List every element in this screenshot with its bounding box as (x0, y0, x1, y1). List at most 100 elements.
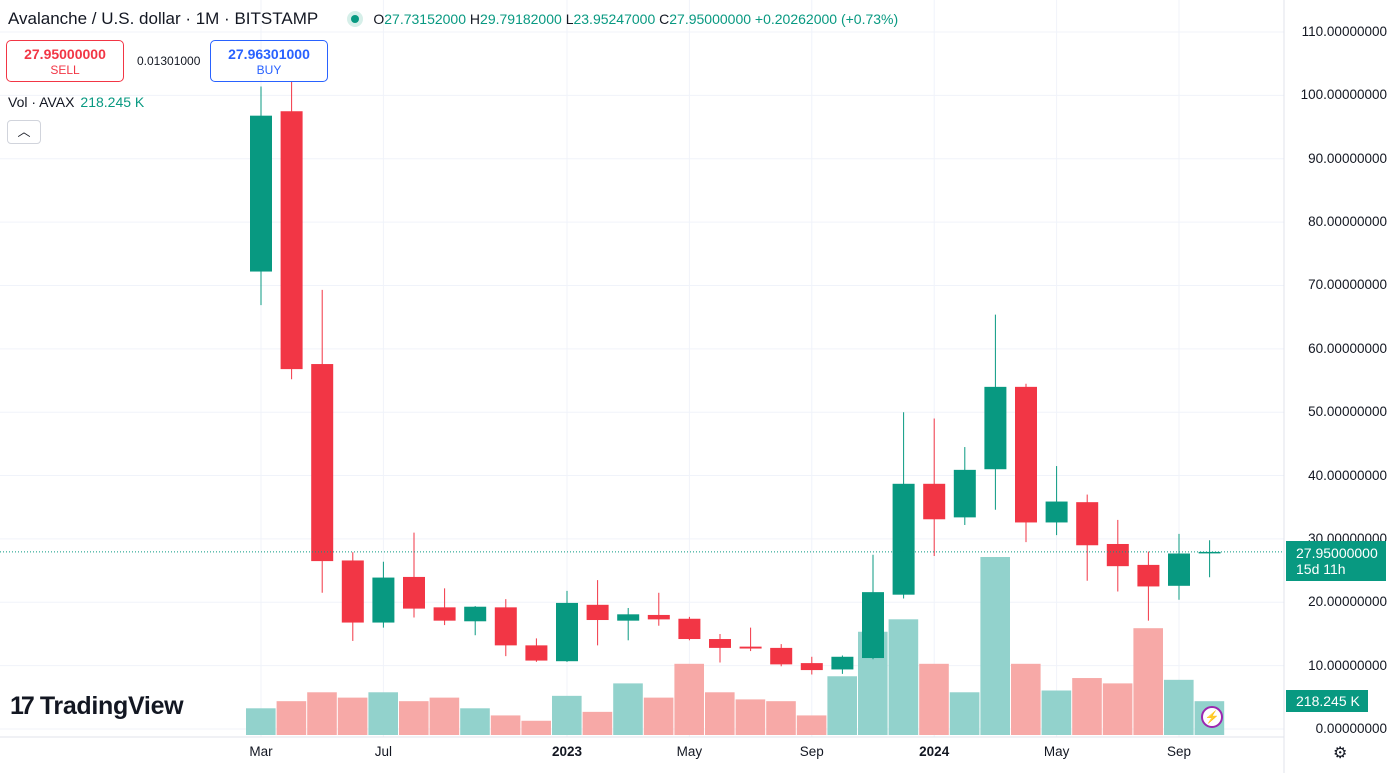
price-tick-label: 90.00000000 (1308, 150, 1387, 166)
candle-body (647, 614, 670, 620)
collapse-legend-button[interactable]: ︿ (7, 120, 41, 144)
chart-header: Avalanche / U.S. dollar · 1M · BITSTAMP … (8, 9, 898, 29)
candle (1198, 540, 1221, 578)
chevron-up-icon: ︿ (17, 124, 31, 139)
candle (739, 627, 762, 652)
logo-text: TradingView (39, 692, 184, 720)
sell-label: SELL (50, 63, 80, 77)
high-value: 29.79182000 (480, 11, 562, 27)
candle-body (494, 607, 517, 646)
volume-bar (1102, 683, 1133, 735)
time-tick-label: Mar (249, 744, 273, 759)
volume-bar (552, 695, 582, 735)
candle-body (372, 577, 395, 623)
time-tick-label: 2023 (551, 744, 583, 759)
candle (1045, 466, 1068, 536)
volume-bar (705, 692, 735, 735)
lightning-icon[interactable]: ⚡ (1201, 706, 1223, 728)
price-tick-label: 0.00000000 (1315, 721, 1387, 736)
candle (250, 86, 272, 306)
candle (831, 655, 854, 674)
volume-bar (949, 692, 980, 735)
volume-bar (490, 715, 521, 735)
tradingview-mark-icon: 17 (10, 692, 35, 720)
change-value: +0.20262000 (+0.73%) (754, 11, 899, 27)
time-tick-label: May (1043, 744, 1070, 759)
candle-body (556, 602, 578, 662)
volume-bar (1072, 678, 1102, 735)
volume-value: 218.245 K (80, 94, 145, 110)
time-tick-label: 2024 (919, 744, 950, 759)
ohlc-values: O27.73152000 H29.79182000 L23.95247000 C… (373, 11, 898, 27)
low-value: 23.95247000 (573, 11, 656, 27)
tradingview-logo[interactable]: 17 TradingView (10, 692, 184, 721)
volume-bar (735, 699, 766, 735)
volume-legend[interactable]: Vol · AVAX 218.245 K (8, 94, 144, 110)
candle-body (1015, 386, 1037, 523)
candle (556, 590, 578, 662)
candle-body (739, 646, 762, 649)
candle (984, 314, 1007, 510)
candle (1106, 519, 1129, 592)
volume-bar (521, 720, 551, 735)
volume-bar (337, 697, 368, 735)
volume-bar (582, 711, 613, 735)
candle (709, 633, 731, 663)
volume-bar (429, 697, 460, 735)
candle (403, 532, 425, 618)
candle-body (586, 604, 609, 621)
price-tick-label: 20.00000000 (1308, 594, 1387, 610)
symbol-title[interactable]: Avalanche / U.S. dollar · 1M · BITSTAMP (8, 9, 318, 28)
volume-bar (643, 697, 674, 735)
volume-bar (246, 708, 276, 735)
volume-bar (674, 663, 704, 735)
candle-body (1137, 564, 1160, 587)
candle (1168, 533, 1190, 600)
volume-tag: 218.245 K (1286, 690, 1368, 712)
market-status-icon[interactable] (350, 14, 359, 23)
candle-body (709, 639, 731, 648)
open-value: 27.73152000 (384, 11, 467, 27)
candle (311, 289, 334, 593)
candle-body (341, 560, 364, 623)
candle-body (953, 469, 976, 518)
high-label: H (469, 11, 481, 27)
volume-bar (1164, 679, 1194, 735)
buy-button[interactable]: 27.96301000 BUY (210, 40, 328, 82)
candle (464, 606, 487, 636)
candle (1137, 551, 1160, 621)
candle-body (1106, 543, 1129, 567)
time-tick-label: Jul (374, 744, 393, 759)
spread-value: 0.01301000 (137, 54, 201, 68)
sell-button[interactable]: 27.95000000 SELL (6, 40, 124, 82)
candle-body (403, 576, 425, 609)
last-price: 27.95000000 (1296, 545, 1378, 561)
candle (800, 656, 823, 675)
candle (617, 607, 640, 641)
candle (525, 638, 548, 662)
time-tick-label: May (676, 744, 703, 759)
candle-body (831, 656, 854, 670)
low-label: L (565, 11, 574, 27)
price-tick-label: 110.00000000 (1301, 24, 1387, 40)
price-tick-label: 50.00000000 (1308, 404, 1387, 420)
candle-body (923, 483, 946, 520)
candle (953, 447, 976, 525)
volume-bars (246, 557, 1225, 735)
candle-body (770, 647, 793, 665)
candle-body (1045, 501, 1068, 523)
settings-gear-icon[interactable]: ⚙ (1333, 745, 1348, 762)
time-tick-label: Sep (1166, 744, 1192, 759)
price-tick-label: 100.00000000 (1300, 87, 1387, 103)
last-price-tag: 27.95000000 15d 11h (1286, 541, 1386, 581)
candle (923, 418, 946, 557)
open-label: O (373, 11, 385, 27)
candle (341, 552, 364, 641)
candle-body (250, 115, 272, 272)
buy-label: BUY (256, 63, 282, 77)
close-label: C (659, 11, 670, 27)
volume-bar (307, 692, 337, 735)
price-tick-label: 70.00000000 (1308, 277, 1387, 293)
volume-bar (276, 701, 307, 735)
